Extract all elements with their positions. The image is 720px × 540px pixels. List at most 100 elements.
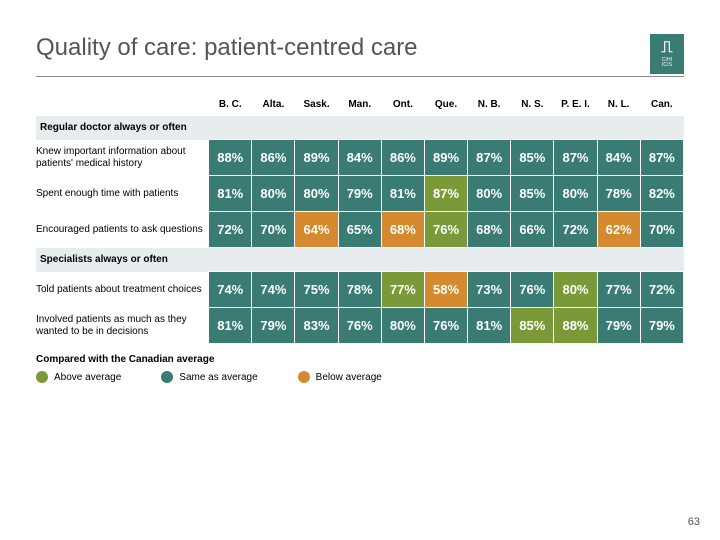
data-cell: 75%: [295, 272, 338, 308]
column-header: Ont.: [381, 95, 424, 116]
data-cell: 72%: [209, 212, 252, 248]
data-cell: 81%: [468, 308, 511, 344]
row-label: Knew important information about patient…: [36, 140, 209, 176]
table-row: Told patients about treatment choices74%…: [36, 272, 684, 308]
title-rule: [36, 76, 684, 77]
data-cell: 88%: [209, 140, 252, 176]
data-cell: 84%: [597, 140, 640, 176]
data-cell: 70%: [252, 212, 295, 248]
column-header: Que.: [424, 95, 467, 116]
data-cell: 87%: [468, 140, 511, 176]
data-cell: 74%: [209, 272, 252, 308]
data-table: B. C.Alta.Sask.Man.Ont.Que.N. B.N. S.P. …: [36, 95, 684, 344]
data-cell: 78%: [338, 272, 381, 308]
legend-item: Below average: [298, 371, 382, 383]
data-cell: 64%: [295, 212, 338, 248]
data-cell: 81%: [381, 176, 424, 212]
data-cell: 87%: [640, 140, 683, 176]
column-header: Man.: [338, 95, 381, 116]
data-cell: 80%: [554, 272, 597, 308]
section-row: Specialists always or often: [36, 248, 684, 272]
data-cell: 80%: [295, 176, 338, 212]
table-row: Encouraged patients to ask questions72%7…: [36, 212, 684, 248]
data-cell: 77%: [381, 272, 424, 308]
data-cell: 89%: [424, 140, 467, 176]
data-cell: 76%: [338, 308, 381, 344]
data-cell: 79%: [252, 308, 295, 344]
data-cell: 76%: [424, 212, 467, 248]
data-cell: 65%: [338, 212, 381, 248]
data-cell: 85%: [511, 176, 554, 212]
data-cell: 78%: [597, 176, 640, 212]
column-header: Alta.: [252, 95, 295, 116]
column-header: Can.: [640, 95, 683, 116]
data-cell: 76%: [511, 272, 554, 308]
row-label: Spent enough time with patients: [36, 176, 209, 212]
data-cell: 89%: [295, 140, 338, 176]
row-label: Told patients about treatment choices: [36, 272, 209, 308]
section-label: Specialists always or often: [36, 248, 684, 272]
section-label: Regular doctor always or often: [36, 116, 684, 140]
legend-item: Same as average: [161, 371, 257, 383]
data-cell: 86%: [381, 140, 424, 176]
data-cell: 88%: [554, 308, 597, 344]
legend-swatch-icon: [36, 371, 48, 383]
data-cell: 85%: [511, 308, 554, 344]
data-cell: 85%: [511, 140, 554, 176]
column-header: B. C.: [209, 95, 252, 116]
legend-item: Above average: [36, 371, 121, 383]
column-header: Sask.: [295, 95, 338, 116]
data-cell: 58%: [424, 272, 467, 308]
legend-label: Above average: [54, 372, 121, 383]
data-cell: 73%: [468, 272, 511, 308]
data-cell: 62%: [597, 212, 640, 248]
data-cell: 80%: [252, 176, 295, 212]
data-cell: 72%: [554, 212, 597, 248]
column-header: N. L.: [597, 95, 640, 116]
data-cell: 74%: [252, 272, 295, 308]
legend-swatch-icon: [161, 371, 173, 383]
page-number: 63: [688, 516, 700, 528]
legend-label: Same as average: [179, 372, 257, 383]
data-cell: 81%: [209, 308, 252, 344]
data-cell: 79%: [640, 308, 683, 344]
data-cell: 77%: [597, 272, 640, 308]
legend-title: Compared with the Canadian average: [36, 354, 684, 365]
data-cell: 76%: [424, 308, 467, 344]
data-cell: 80%: [468, 176, 511, 212]
data-cell: 80%: [381, 308, 424, 344]
table-header-row: B. C.Alta.Sask.Man.Ont.Que.N. B.N. S.P. …: [36, 95, 684, 116]
data-cell: 87%: [554, 140, 597, 176]
data-cell: 84%: [338, 140, 381, 176]
row-label: Involved patients as much as they wanted…: [36, 308, 209, 344]
data-cell: 70%: [640, 212, 683, 248]
data-cell: 68%: [381, 212, 424, 248]
legend-row: Above average Same as average Below averag…: [36, 371, 684, 383]
data-cell: 87%: [424, 176, 467, 212]
data-cell: 66%: [511, 212, 554, 248]
logo-glyph-icon: ⎍: [661, 40, 672, 56]
row-label: Encouraged patients to ask questions: [36, 212, 209, 248]
data-cell: 82%: [640, 176, 683, 212]
logo-text: CIHIICIS: [662, 58, 673, 69]
column-header: P. E. I.: [554, 95, 597, 116]
table-row: Spent enough time with patients81%80%80%…: [36, 176, 684, 212]
data-cell: 86%: [252, 140, 295, 176]
column-header: N. B.: [468, 95, 511, 116]
table-row: Knew important information about patient…: [36, 140, 684, 176]
legend-swatch-icon: [298, 371, 310, 383]
data-cell: 80%: [554, 176, 597, 212]
data-cell: 72%: [640, 272, 683, 308]
data-cell: 79%: [338, 176, 381, 212]
page-title: Quality of care: patient-centred care: [36, 34, 684, 62]
legend: Compared with the Canadian average Above…: [36, 354, 684, 383]
column-header: N. S.: [511, 95, 554, 116]
data-cell: 83%: [295, 308, 338, 344]
data-cell: 81%: [209, 176, 252, 212]
brand-logo: ⎍ CIHIICIS: [650, 34, 684, 74]
legend-label: Below average: [316, 372, 382, 383]
data-cell: 79%: [597, 308, 640, 344]
table-body: Regular doctor always or oftenKnew impor…: [36, 116, 684, 344]
data-cell: 68%: [468, 212, 511, 248]
section-row: Regular doctor always or often: [36, 116, 684, 140]
